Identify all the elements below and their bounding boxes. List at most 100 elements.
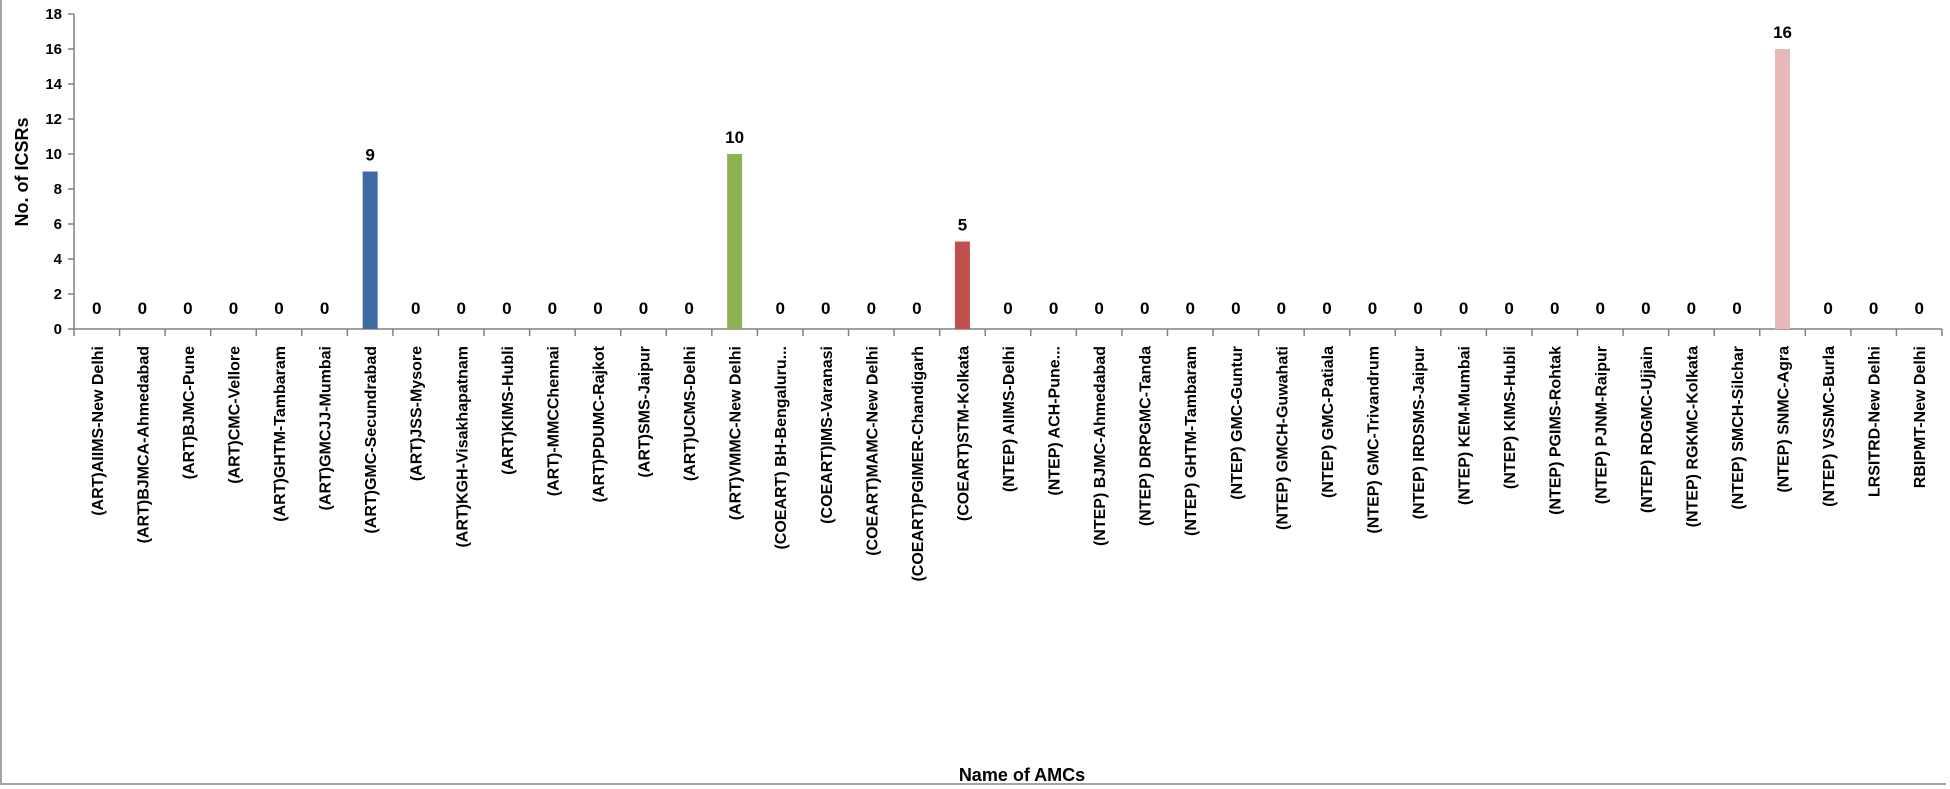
category-label: (ART)GHTM-Tambaram [272, 346, 289, 522]
data-label: 0 [1550, 299, 1559, 318]
data-label: 0 [502, 299, 511, 318]
data-label: 0 [1732, 299, 1741, 318]
category-label: (NTEP) BJMC-Ahmedabad [1092, 346, 1109, 546]
y-tick-label: 18 [45, 6, 62, 23]
data-label: 0 [684, 299, 693, 318]
data-label: 0 [138, 299, 147, 318]
data-label: 10 [725, 128, 744, 147]
category-labels: (ART)AIIMS-New Delhi (ART)BJMCA-Ahmedabad… [90, 345, 1929, 581]
y-tick-label: 10 [45, 146, 62, 163]
data-label: 0 [1641, 299, 1650, 318]
category-label: (NTEP) RDGMC-Ujjain [1639, 346, 1656, 513]
category-label: (NTEP) PJNM-Raipur [1593, 346, 1610, 504]
category-label: (ART)AIIMS-New Delhi [90, 346, 107, 516]
category-label: (ART)VMMC-New Delhi [728, 346, 745, 520]
category-label: (COEART)MAMC-New Delhi [864, 346, 881, 556]
data-label: 0 [320, 299, 329, 318]
data-label: 0 [1687, 299, 1696, 318]
category-label: (COEART)PGIMER-Chandigarh [910, 346, 927, 582]
category-label: (NTEP) IRDSMS-Jaipur [1411, 346, 1428, 519]
bar [1775, 49, 1791, 329]
data-label: 0 [1231, 299, 1240, 318]
y-tick-label: 14 [45, 76, 62, 93]
data-label: 0 [1596, 299, 1605, 318]
y-tick-label: 6 [54, 216, 62, 233]
category-label: (COEART) BH-Bengaluru... [773, 346, 790, 550]
category-label: (NTEP) KEM-Mumbai [1457, 346, 1474, 505]
category-label: (ART)-MMCChennai [545, 346, 562, 496]
data-label: 9 [365, 146, 374, 165]
category-label: (ART)SMS-Jaipur [637, 346, 654, 478]
data-label: 0 [775, 299, 784, 318]
category-label: (ART)CMC-Vellore [226, 346, 243, 484]
category-label: (NTEP) SMCH-Silchar [1730, 346, 1747, 510]
data-label: 0 [867, 299, 876, 318]
data-label: 0 [1003, 299, 1012, 318]
bar [362, 171, 378, 329]
category-label: (ART)GMC-Secundrabad [363, 346, 380, 534]
category-label: (NTEP) DRPGMC-Tanda [1138, 346, 1155, 526]
category-label: (ART)JSS-Mysore [409, 346, 426, 481]
category-label: (ART)UCMS-Delhi [682, 346, 699, 481]
y-tick-label: 8 [54, 181, 62, 198]
data-label: 0 [1094, 299, 1103, 318]
data-label: 0 [593, 299, 602, 318]
y-axis-title: No. of ICSRs [12, 117, 32, 226]
category-label: (ART)BJMC-Pune [181, 346, 198, 479]
x-axis-title: Name of AMCs [959, 765, 1085, 785]
data-label: 0 [1140, 299, 1149, 318]
data-label: 0 [1504, 299, 1513, 318]
data-label: 0 [457, 299, 466, 318]
bars [362, 49, 1791, 329]
data-label: 0 [548, 299, 557, 318]
category-label: (NTEP) GHTM-Tambaram [1183, 346, 1200, 536]
data-labels: 0 0 0 0 0 0 9 0 0 0 0 0 0 0 10 0 0 0 0 5 0 0 0 0 0 0 0 0 0 0 0 0 0 0 0 0 0 16… [92, 23, 1924, 318]
category-label: (NTEP) KIMS-Hubli [1502, 346, 1519, 489]
bar [954, 241, 970, 329]
data-label: 0 [1277, 299, 1286, 318]
data-label: 0 [1186, 299, 1195, 318]
data-label: 0 [1049, 299, 1058, 318]
y-axis: 0 2 4 6 8 10 12 14 16 18 [45, 6, 75, 338]
bar [727, 154, 743, 329]
category-label: (NTEP) RGKMC-Kolkata [1684, 346, 1701, 527]
data-label: 0 [1413, 299, 1422, 318]
y-tick-label: 12 [45, 111, 62, 128]
category-label: (COEART)IMS-Varanasi [819, 346, 836, 524]
data-label: 0 [92, 299, 101, 318]
data-label: 0 [1869, 299, 1878, 318]
category-label: (NTEP) GMC-Trivandrum [1365, 346, 1382, 534]
category-label: RBIPMT-New Delhi [1912, 346, 1929, 488]
y-tick-label: 0 [54, 321, 62, 338]
data-label: 0 [1914, 299, 1923, 318]
data-label: 0 [411, 299, 420, 318]
y-tick-label: 2 [54, 286, 62, 303]
category-label: (NTEP) GMCH-Guwahati [1274, 346, 1291, 530]
data-label: 16 [1773, 23, 1792, 42]
x-axis [73, 328, 1943, 336]
data-label: 0 [1459, 299, 1468, 318]
data-label: 0 [639, 299, 648, 318]
y-tick-label: 4 [54, 251, 63, 268]
category-label: (NTEP) ACH-Pune... [1047, 346, 1064, 496]
data-label: 0 [821, 299, 830, 318]
data-label: 0 [912, 299, 921, 318]
data-label: 0 [1368, 299, 1377, 318]
data-label: 5 [958, 216, 967, 235]
category-label: LRSITRD-New Delhi [1867, 346, 1884, 497]
category-label: (ART)KGH-Visakhapatnam [454, 346, 471, 548]
data-label: 0 [183, 299, 192, 318]
category-label: (ART)BJMCA-Ahmedabad [135, 346, 152, 543]
category-label: (NTEP) GMC-Guntur [1229, 346, 1246, 500]
category-label: (NTEP) SNMC-Agra [1776, 346, 1793, 493]
category-label: (NTEP) PGIMS-Rohtak [1548, 346, 1565, 515]
data-label: 0 [229, 299, 238, 318]
category-label: (ART)PDUMC-Rajkot [591, 345, 608, 502]
category-label: (ART)GMCJJ-Mumbai [318, 346, 335, 510]
category-label: (NTEP) VSSMC-Burla [1821, 346, 1838, 507]
category-label: (NTEP) GMC-Patiala [1320, 346, 1337, 498]
data-label: 0 [1322, 299, 1331, 318]
data-label: 0 [274, 299, 283, 318]
data-label: 0 [1823, 299, 1832, 318]
